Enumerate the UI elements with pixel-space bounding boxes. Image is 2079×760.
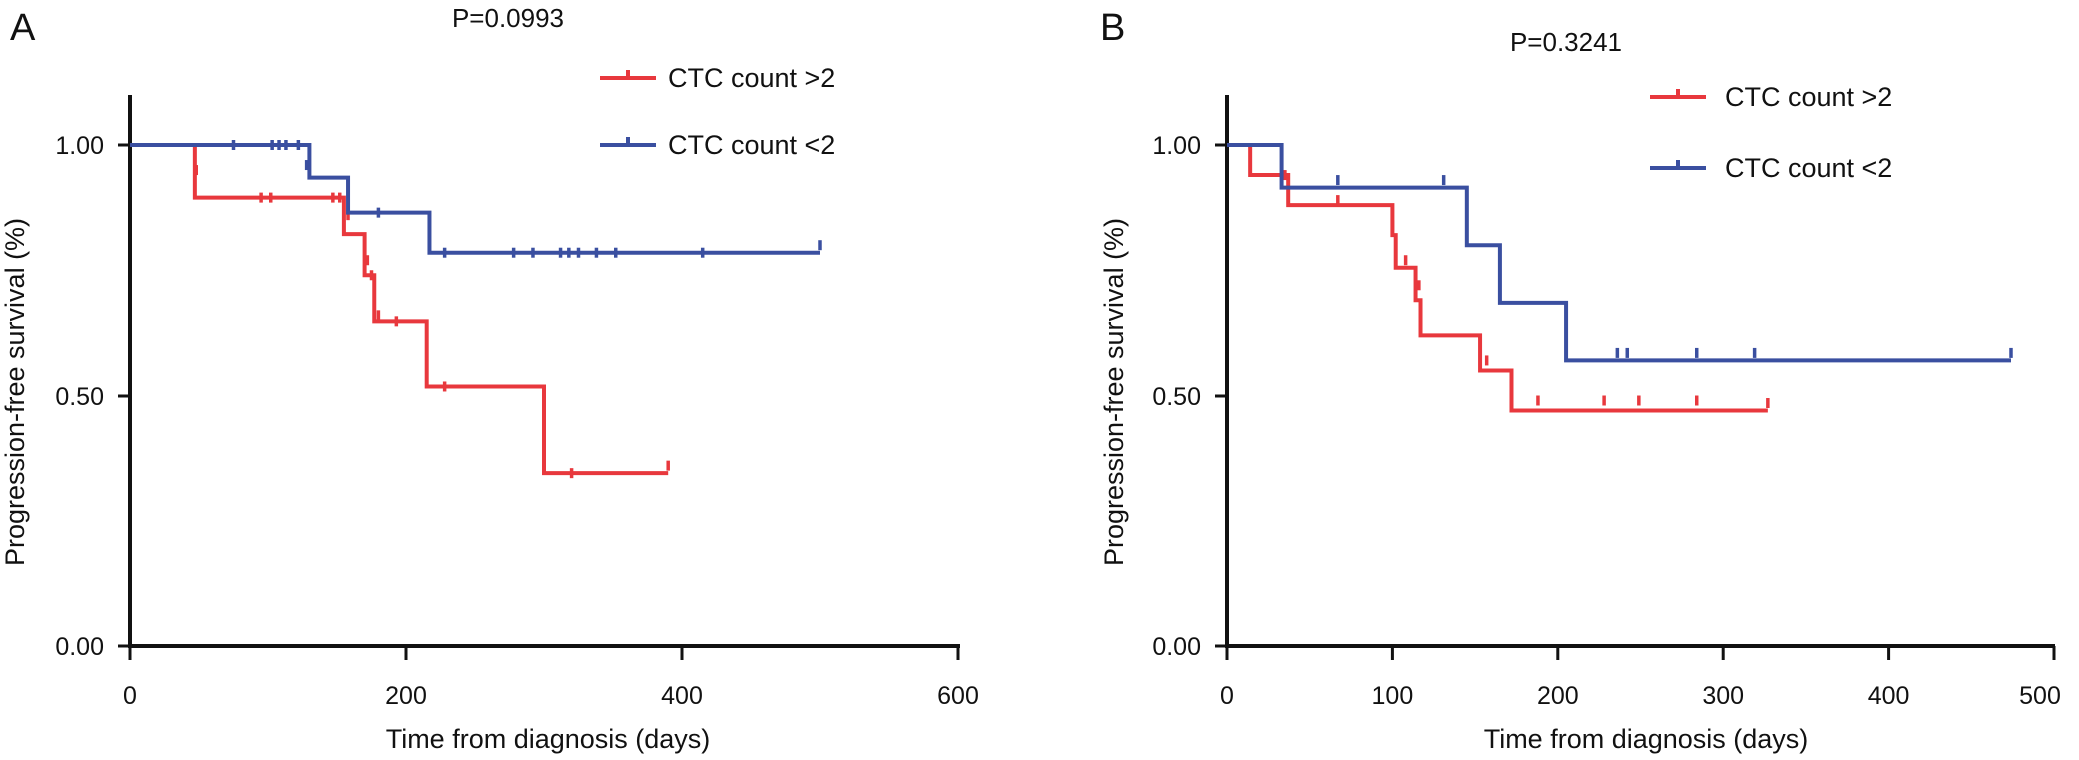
panel-b-p-value: P=0.3241 xyxy=(1510,27,1622,57)
panel-a-x-axis-title: Time from diagnosis (days) xyxy=(386,724,711,754)
panel-a-series-layer xyxy=(130,140,822,479)
panel-b-x-tick-label: 400 xyxy=(1868,682,1910,710)
panel-b-series-line-red xyxy=(1227,143,1768,413)
panel-b-x-tick-label: 200 xyxy=(1537,682,1579,710)
panel-a-legend-label-blue: CTC count <2 xyxy=(668,130,835,160)
panel-a-legend-label-red: CTC count >2 xyxy=(668,63,835,93)
panel-a-legend-item-blue: CTC count <2 xyxy=(600,130,835,160)
panel-b-legend-label-red: CTC count >2 xyxy=(1725,82,1892,112)
panel-b-x-tick-label: 500 xyxy=(2019,682,2061,710)
panel-a: A P=0.0993 CTC count >2 CTC count <2 1.0… xyxy=(0,3,979,754)
panel-b-legend-item-blue: CTC count <2 xyxy=(1650,153,1892,183)
panel-b-legend-label-blue: CTC count <2 xyxy=(1725,153,1892,183)
panel-b-series-layer xyxy=(1227,143,2013,413)
panel-a-p-value: P=0.0993 xyxy=(452,3,564,33)
panel-a-series-line-blue xyxy=(130,143,820,255)
panel-a-series-line-red xyxy=(130,143,669,476)
panel-a-x-ticks: 0 200 400 600 xyxy=(123,646,979,710)
panel-b-y-tick-label: 0.50 xyxy=(1152,383,1201,411)
panel-b-letter: B xyxy=(1100,7,1125,49)
panel-b-y-ticks: 1.00 0.50 0.00 xyxy=(1152,132,1227,661)
panel-b-x-tick-label: 300 xyxy=(1702,682,1744,710)
panel-a-y-tick-label: 0.00 xyxy=(55,633,104,661)
panel-a-letter: A xyxy=(10,7,36,49)
panel-a-x-tick-label: 0 xyxy=(123,682,137,710)
panel-b-x-ticks: 0 100 200 300 400 500 xyxy=(1220,646,2061,710)
panel-b-x-tick-label: 100 xyxy=(1372,682,1414,710)
panel-a-y-axis-title: Progression-free survival (%) xyxy=(0,218,30,566)
panel-a-y-tick-label: 1.00 xyxy=(55,132,104,160)
panel-a-legend: CTC count >2 CTC count <2 xyxy=(600,63,835,160)
panel-b-y-tick-label: 1.00 xyxy=(1152,132,1201,160)
panel-b-legend-item-red: CTC count >2 xyxy=(1650,82,1892,112)
panel-a-x-tick-label: 200 xyxy=(385,682,427,710)
panel-a-legend-item-red: CTC count >2 xyxy=(600,63,835,93)
panel-b-x-tick-label: 0 xyxy=(1220,682,1234,710)
panel-b-y-axis-title: Progression-free survival (%) xyxy=(1099,218,1129,566)
panel-a-y-tick-label: 0.50 xyxy=(55,383,104,411)
panel-a-x-tick-label: 400 xyxy=(661,682,703,710)
panel-b-legend: CTC count >2 CTC count <2 xyxy=(1650,82,1892,183)
panel-b-x-axis-title: Time from diagnosis (days) xyxy=(1484,724,1809,754)
panel-b-y-tick-label: 0.00 xyxy=(1152,633,1201,661)
panel-a-y-ticks: 1.00 0.50 0.00 xyxy=(55,132,130,661)
panel-a-x-tick-label: 600 xyxy=(937,682,979,710)
panel-b: B P=0.3241 CTC count >2 CTC count <2 1.0… xyxy=(1099,7,2061,754)
panel-b-series-line-blue xyxy=(1227,143,2011,363)
